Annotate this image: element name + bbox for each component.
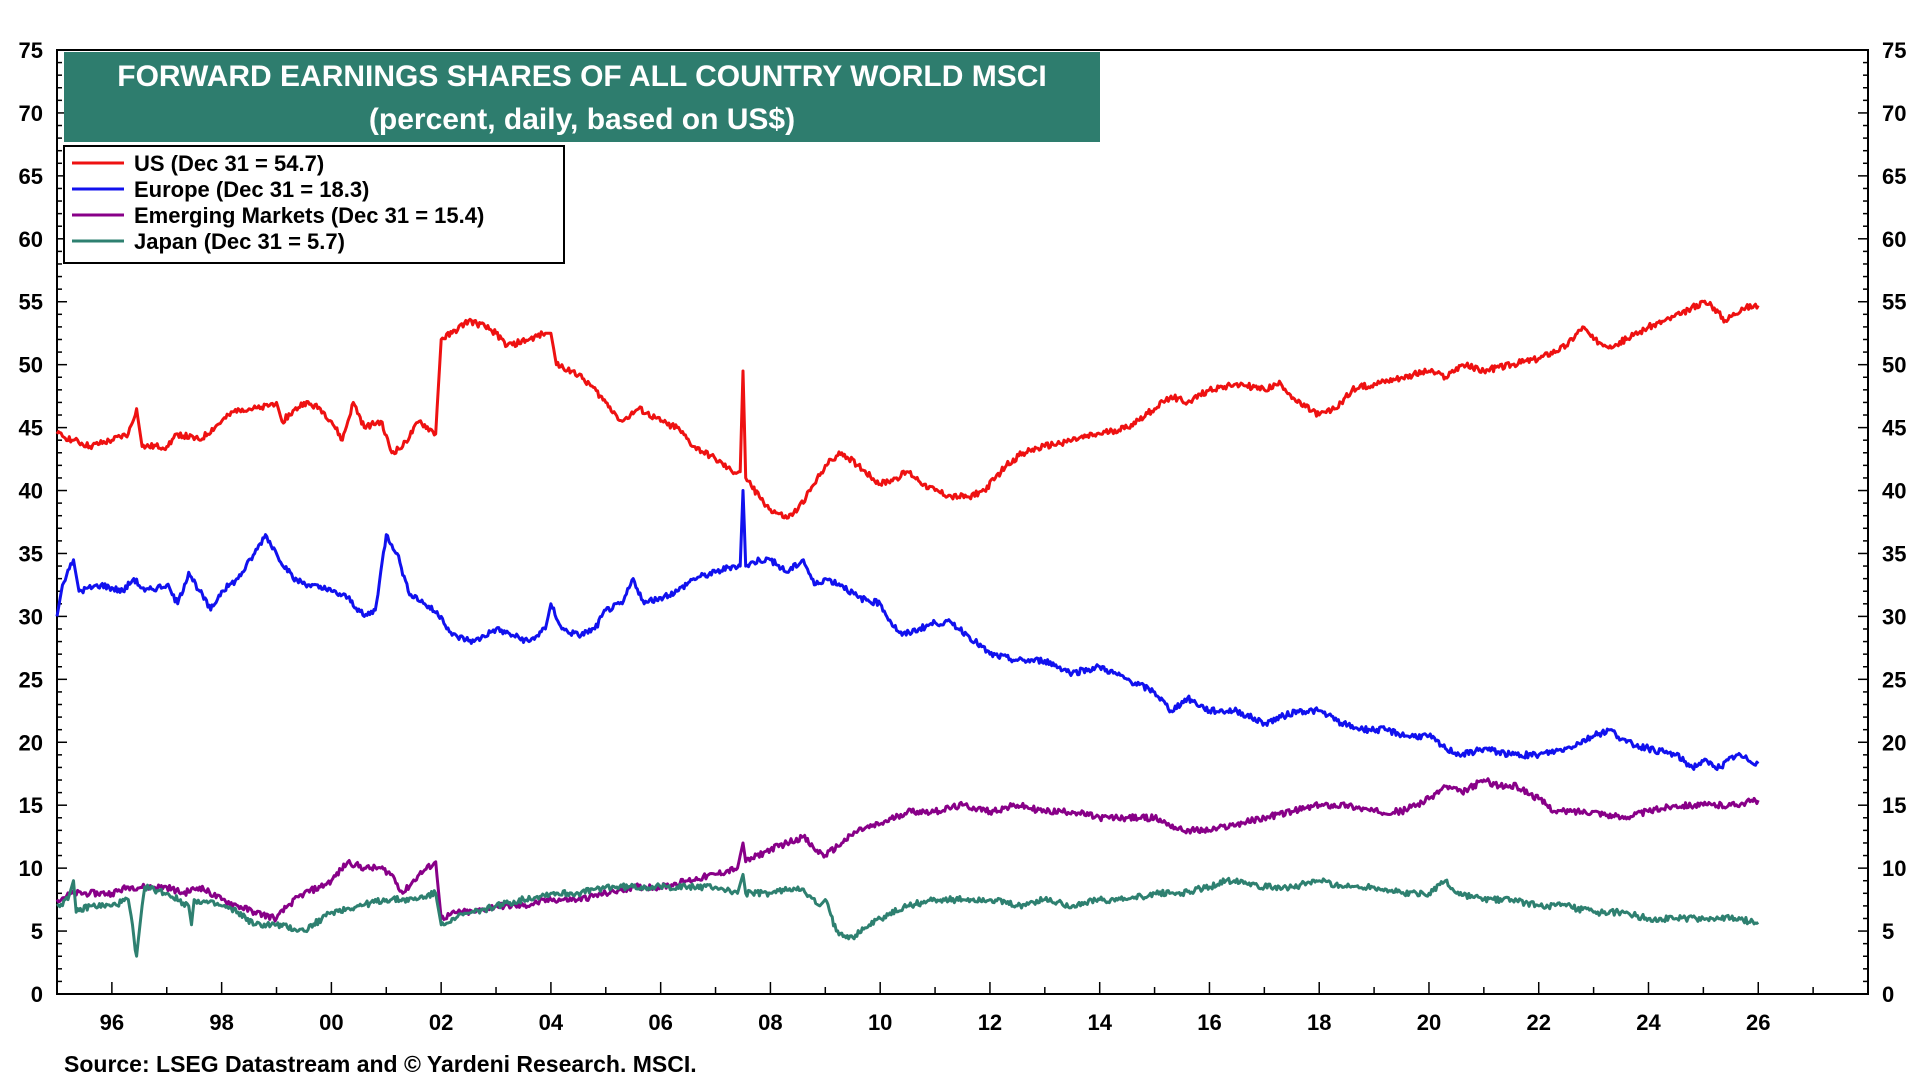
x-tick-label: 16 bbox=[1197, 1010, 1221, 1035]
legend-label-us: US (Dec 31 = 54.7) bbox=[134, 151, 324, 176]
legend-label-japan: Japan (Dec 31 = 5.7) bbox=[134, 229, 345, 254]
series-line-us bbox=[55, 299, 1760, 520]
x-tick-label: 06 bbox=[648, 1010, 672, 1035]
y-tick-label-right: 55 bbox=[1882, 290, 1906, 315]
series-layer bbox=[55, 299, 1760, 958]
y-tick-label-left: 45 bbox=[19, 416, 43, 441]
legend-label-emerging-markets: Emerging Markets (Dec 31 = 15.4) bbox=[134, 203, 484, 228]
chart-subtitle: (percent, daily, based on US$) bbox=[369, 103, 795, 136]
x-tick-label: 26 bbox=[1746, 1010, 1770, 1035]
plot-frame bbox=[56, 49, 1869, 995]
x-tick-label: 98 bbox=[209, 1010, 233, 1035]
y-tick-label-right: 30 bbox=[1882, 604, 1906, 629]
y-tick-label-left: 60 bbox=[19, 227, 43, 252]
y-tick-label-right: 35 bbox=[1882, 541, 1906, 566]
y-axis-right: 0 5 10 15 20 25 30 35 40 45 50 55 60 65 70 75 bbox=[1858, 38, 1906, 1007]
x-tick-label: 04 bbox=[539, 1010, 564, 1035]
y-tick-label-left: 55 bbox=[19, 290, 43, 315]
y-tick-label-right: 60 bbox=[1882, 227, 1906, 252]
series-line-europe bbox=[55, 489, 1760, 771]
y-tick-label-left: 75 bbox=[19, 38, 43, 63]
y-tick-label-right: 50 bbox=[1882, 353, 1906, 378]
y-tick-label-right: 75 bbox=[1882, 38, 1906, 63]
y-tick-label-left: 0 bbox=[31, 982, 43, 1007]
x-tick-label: 96 bbox=[100, 1010, 124, 1035]
y-tick-label-left: 65 bbox=[19, 164, 43, 189]
x-tick-label: 24 bbox=[1636, 1010, 1661, 1035]
y-tick-label-left: 35 bbox=[19, 541, 43, 566]
y-tick-label-left: 15 bbox=[19, 793, 43, 818]
x-tick-label: 02 bbox=[429, 1010, 453, 1035]
y-tick-label-left: 10 bbox=[19, 856, 43, 881]
y-tick-label-left: 5 bbox=[31, 919, 43, 944]
y-tick-label-right: 40 bbox=[1882, 479, 1906, 504]
x-tick-label: 12 bbox=[978, 1010, 1002, 1035]
legend-box bbox=[63, 145, 565, 264]
y-tick-label-right: 70 bbox=[1882, 101, 1906, 126]
x-tick-label: 00 bbox=[319, 1010, 343, 1035]
legend: US (Dec 31 = 54.7)Europe (Dec 31 = 18.3)… bbox=[72, 151, 484, 254]
x-axis: 96 98 00 02 04 06 08 10 12 14 16 18 20 22 24 26 bbox=[56, 982, 1869, 1035]
y-tick-label-right: 5 bbox=[1882, 919, 1894, 944]
x-tick-label: 20 bbox=[1417, 1010, 1441, 1035]
y-tick-label-left: 40 bbox=[19, 479, 43, 504]
x-tick-label: 08 bbox=[758, 1010, 782, 1035]
y-tick-label-right: 15 bbox=[1882, 793, 1906, 818]
series-line-japan bbox=[56, 872, 1760, 958]
x-tick-label: 14 bbox=[1087, 1010, 1112, 1035]
x-tick-label: 10 bbox=[868, 1010, 892, 1035]
x-tick-label: 18 bbox=[1307, 1010, 1331, 1035]
y-tick-label-left: 50 bbox=[19, 353, 43, 378]
y-tick-label-left: 20 bbox=[19, 730, 43, 755]
y-tick-label-right: 65 bbox=[1882, 164, 1906, 189]
y-tick-label-right: 20 bbox=[1882, 730, 1906, 755]
y-tick-label-left: 30 bbox=[19, 604, 43, 629]
legend-label-europe: Europe (Dec 31 = 18.3) bbox=[134, 177, 369, 202]
y-tick-label-left: 70 bbox=[19, 101, 43, 126]
y-tick-label-left: 25 bbox=[19, 667, 43, 692]
chart-title: FORWARD EARNINGS SHARES OF ALL COUNTRY W… bbox=[117, 60, 1046, 93]
y-tick-label-right: 25 bbox=[1882, 667, 1906, 692]
y-tick-label-right: 10 bbox=[1882, 856, 1906, 881]
y-axis-left: 0 5 10 15 20 25 30 35 40 45 50 55 60 65 70 75 bbox=[19, 38, 67, 1007]
series-line-emerging-markets bbox=[55, 777, 1760, 923]
y-tick-label-right: 45 bbox=[1882, 416, 1906, 441]
title-box bbox=[64, 52, 1100, 142]
y-tick-label-right: 0 bbox=[1882, 982, 1894, 1007]
x-tick-label: 22 bbox=[1526, 1010, 1550, 1035]
source-note: Source: LSEG Datastream and © Yardeni Re… bbox=[64, 1051, 697, 1077]
